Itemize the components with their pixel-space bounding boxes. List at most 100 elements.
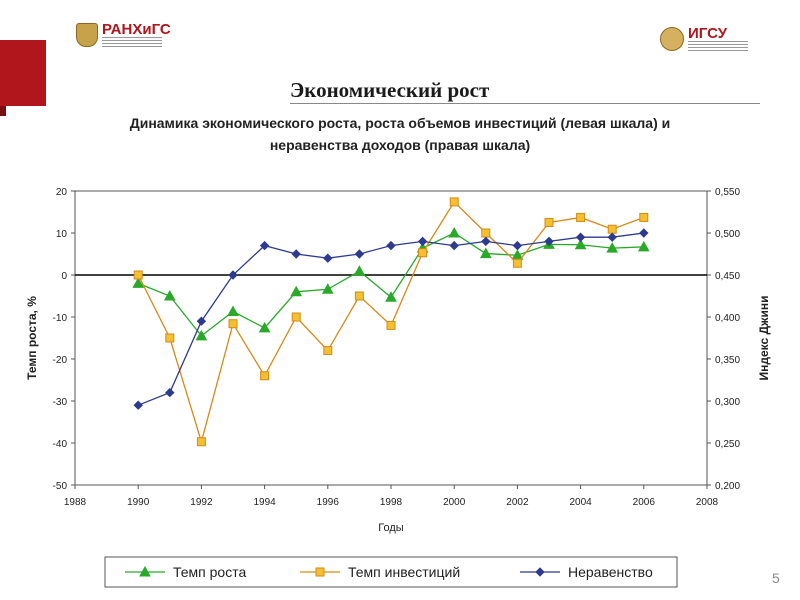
data-point-series-2 [449,197,459,207]
x-tick-label: 2006 [633,497,656,508]
y-left-axis-label: Темп роста, % [25,296,39,380]
data-point-series-2 [386,320,396,330]
ranepa-emblem-icon [76,22,98,47]
data-point-series-2 [576,212,586,222]
data-point-series-1 [385,291,397,302]
data-point-series-1 [448,226,461,238]
data-point-series-2 [607,224,617,234]
data-point-series-3 [354,249,365,259]
data-point-series-3 [165,387,175,398]
data-point-series-2 [512,258,522,268]
data-point-series-3 [607,232,617,242]
y-left-tick-label: 10 [56,229,68,240]
data-point-series-3 [196,316,207,326]
ranepa-logo-text: РАНХиГС [102,21,171,38]
data-point-series-2 [165,333,175,343]
ranepa-logo-fineprint [102,37,162,47]
data-point-series-3 [291,249,301,259]
data-point-series-3 [417,236,428,247]
x-tick-label: 1988 [64,497,87,508]
x-tick-label: 1992 [190,497,213,508]
data-point-series-3 [133,400,143,410]
data-point-series-3 [544,236,554,247]
y-right-tick-label: 0,200 [715,481,740,492]
y-right-tick-label: 0,300 [715,397,740,408]
data-point-series-1 [606,242,619,253]
data-point-series-2 [323,346,333,356]
legend-box [104,556,678,588]
data-point-series-2 [133,270,143,280]
data-point-series-3 [512,240,523,251]
y-right-tick-label: 0,250 [715,439,740,450]
title-underline [290,103,760,104]
y-left-tick-label: 0 [61,271,67,282]
data-point-series-1 [227,305,239,317]
series-line-3 [137,232,644,406]
y-right-tick-label: 0,500 [715,229,740,240]
y-left-tick-label: -40 [53,439,68,450]
y-right-tick-label: 0,450 [715,271,740,282]
y-right-tick-label: 0,550 [715,187,740,198]
legend-marker-3 [535,567,545,577]
y-left-tick-label: -20 [53,355,68,366]
x-tick-label: 2000 [443,497,466,508]
slide-number: 5 [772,570,780,586]
data-point-series-3 [639,228,649,238]
x-tick-label: 1994 [253,497,276,508]
y-right-tick-label: 0,350 [715,355,740,366]
igsu-emblem-icon [660,26,684,51]
y-right-axis-label: Индекс Джини [757,295,771,380]
data-point-series-1 [637,240,650,252]
x-tick-label: 2008 [696,497,719,508]
y-left-tick-label: -30 [53,397,68,408]
legend-marker-1 [139,565,151,577]
data-point-series-1 [574,238,587,250]
legend-label-1: Темп роста [173,564,246,580]
data-point-series-1 [132,277,145,288]
data-point-series-1 [258,321,271,333]
data-point-series-1 [290,285,303,297]
data-point-series-2 [544,218,554,227]
decorative-red-accent [0,106,6,116]
data-point-series-1 [195,329,208,341]
data-point-series-3 [386,240,396,251]
data-point-series-2 [291,312,301,322]
igsu-logo-text: ИГСУ [688,25,728,42]
data-point-series-2 [196,437,206,447]
page-title: Экономический рост [290,78,490,102]
y-right-tick-label: 0,400 [715,313,740,324]
chart-title: Динамика экономического роста, роста объ… [129,115,671,153]
data-point-series-1 [479,247,492,259]
y-left-tick-label: -10 [53,313,68,324]
data-point-series-2 [639,212,649,222]
legend-label-3: Неравенство [568,564,653,580]
y-left-tick-label: -50 [53,481,68,492]
data-point-series-2 [228,319,238,329]
data-point-series-2 [418,248,428,258]
data-point-series-3 [481,236,491,247]
x-tick-label: 2002 [506,497,529,508]
data-point-series-3 [575,232,586,242]
data-point-series-1 [353,265,366,276]
x-tick-label: 1990 [127,497,150,508]
data-point-series-2 [481,228,491,238]
x-axis-label: Годы [378,522,404,534]
data-point-series-3 [449,240,459,251]
legend-label-2: Темп инвестиций [348,564,460,580]
data-point-series-2 [260,371,270,381]
ranepa-logo: РАНХиГС [76,22,171,47]
igsu-logo: ИГСУ [660,26,748,51]
x-tick-label: 2004 [569,497,592,508]
data-point-series-3 [228,270,238,280]
x-tick-label: 1996 [317,497,340,508]
x-tick-label: 1998 [380,497,403,508]
decorative-red-bar [0,40,46,106]
data-point-series-3 [323,253,333,263]
igsu-logo-fineprint [688,41,748,51]
data-point-series-1 [163,289,176,301]
y-left-tick-label: 20 [56,187,68,198]
data-point-series-2 [354,291,364,301]
legend-marker-2 [315,567,325,577]
data-point-series-1 [321,283,334,294]
